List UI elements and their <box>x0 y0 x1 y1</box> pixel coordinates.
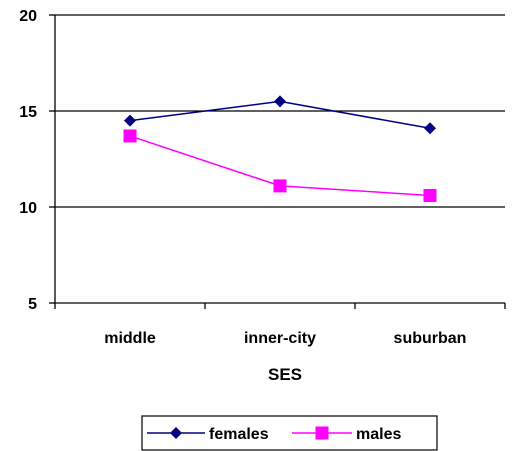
data-point <box>124 114 136 127</box>
y-tick-labels: 5 10 15 20 <box>19 8 37 313</box>
series-males <box>123 129 437 202</box>
series-females <box>124 95 436 135</box>
data-point <box>274 95 286 108</box>
legend-marker <box>170 427 182 439</box>
data-point <box>423 188 437 202</box>
y-tick-label: 5 <box>28 296 37 313</box>
x-axis-title: SES <box>268 365 302 384</box>
plot-frame <box>49 14 506 309</box>
x-tick-label: middle <box>104 330 156 347</box>
legend-label: males <box>356 426 401 443</box>
series-lines <box>123 95 437 202</box>
y-tick-label: 20 <box>19 8 37 25</box>
legend-label: females <box>209 426 269 443</box>
legend-entry-females: females <box>147 426 269 443</box>
data-point <box>273 179 287 193</box>
gridlines <box>55 14 505 304</box>
y-tick-label: 15 <box>19 104 37 121</box>
data-point <box>424 122 436 135</box>
legend-entry-males: males <box>292 426 401 443</box>
x-tick-label: inner-city <box>244 330 316 347</box>
legend-marker <box>315 426 329 440</box>
x-tick-labels: middle inner-city suburban <box>104 330 466 347</box>
legend: females males <box>141 415 438 451</box>
y-tick-label: 10 <box>19 200 37 217</box>
x-tick-label: suburban <box>394 330 467 347</box>
data-point <box>123 129 137 143</box>
